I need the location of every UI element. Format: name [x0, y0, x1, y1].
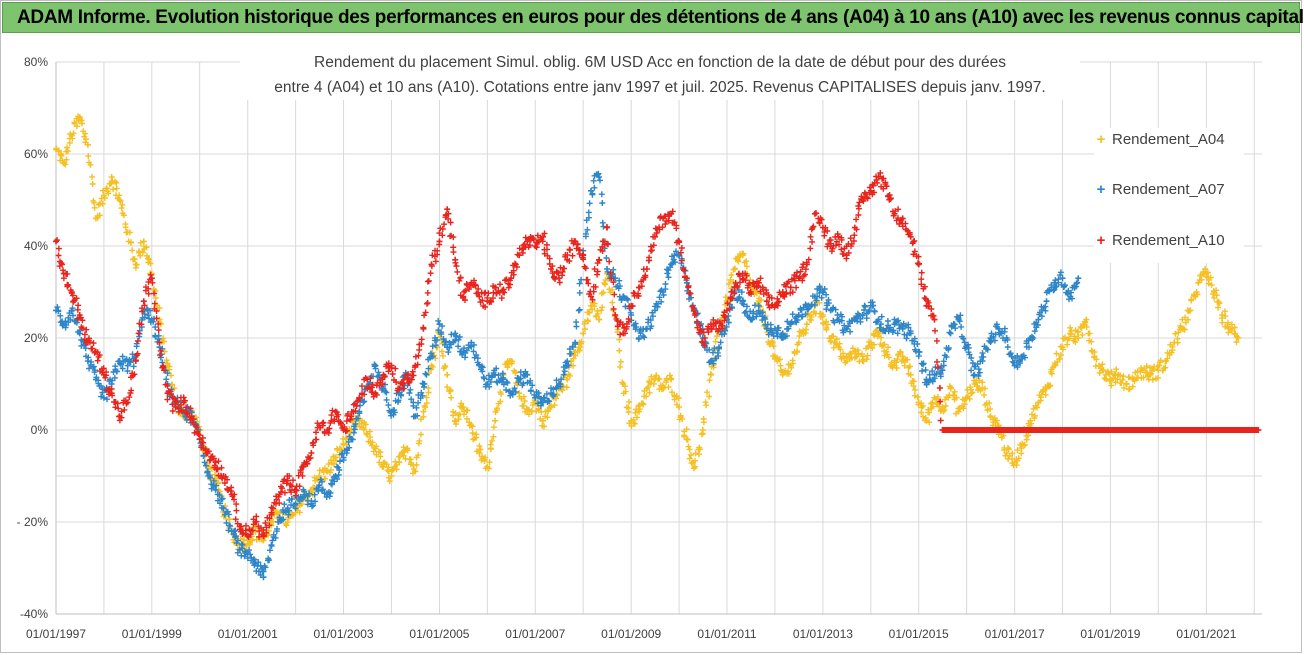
data-point-a10	[476, 293, 483, 300]
legend-marker-a07: +	[1096, 181, 1106, 198]
legend-item-a07: + Rendement_A07	[1094, 181, 1225, 198]
x-tick-label: 01/01/2013	[793, 627, 853, 641]
legend-label-a10: Rendement_A10	[1112, 232, 1225, 249]
series-cloud-a10	[54, 170, 1261, 540]
chart-title: Rendement du placement Simul. oblig. 6M …	[240, 50, 1080, 100]
data-point-a07	[763, 325, 770, 332]
x-tick-label: 01/01/2011	[697, 627, 756, 641]
x-tick-label: 01/01/2017	[985, 627, 1045, 641]
data-point-a10	[931, 316, 938, 323]
chart-legend: + Rendement_A04 + Rendement_A07 + Rendem…	[1094, 128, 1244, 263]
data-point-a07	[668, 261, 675, 268]
x-tick-label: 01/01/1997	[26, 627, 86, 641]
x-tick-label: 01/01/2009	[601, 627, 661, 641]
data-point-a07	[124, 362, 131, 369]
data-point-a04	[108, 174, 115, 180]
data-point-a10	[444, 206, 451, 213]
y-tick-label: 60%	[24, 147, 48, 161]
data-point-a10	[308, 450, 315, 456]
legend-label-a04: Rendement_A04	[1112, 131, 1225, 148]
data-point-a10	[787, 284, 794, 291]
x-axis-tick-labels: 01/01/1997 01/01/1999 01/01/2001 01/01/2003…	[26, 627, 1237, 641]
data-point-a04	[564, 376, 571, 383]
y-tick-label: 20%	[24, 331, 48, 345]
data-point-a10	[140, 298, 147, 305]
report-header: ADAM Informe. Evolution historique des p…	[2, 2, 1304, 33]
data-point-a10	[212, 459, 219, 466]
legend-label-a07: Rendement_A07	[1112, 181, 1225, 198]
x-tick-label: 01/01/2021	[1176, 627, 1236, 641]
data-point-a04	[444, 371, 451, 378]
y-tick-label: - 20%	[17, 515, 49, 529]
y-tick-label: 80%	[24, 55, 48, 69]
chart-title-line-1: Rendement du placement Simul. oblig. 6M …	[314, 54, 1006, 71]
x-tick-label: 01/01/2001	[218, 627, 278, 641]
data-point-a10	[53, 238, 59, 245]
y-tick-label: 40%	[24, 239, 48, 253]
x-tick-label: 01/01/2015	[889, 627, 949, 641]
x-tick-label: 01/01/2007	[505, 627, 565, 641]
x-tick-label: 01/01/2019	[1080, 627, 1140, 641]
data-point-a10	[172, 404, 179, 410]
y-axis-tick-labels: 80% 60% 40% 20% 0% - 20% -40%	[17, 55, 49, 621]
legend-marker-a10: +	[1096, 232, 1106, 249]
data-point-a07	[1075, 275, 1082, 282]
data-point-a04	[580, 330, 587, 337]
data-point-a04	[492, 417, 499, 424]
data-point-a07	[1059, 275, 1066, 282]
data-point-a07	[947, 330, 954, 337]
legend-marker-a04: +	[1096, 131, 1106, 148]
data-point-a10	[156, 339, 163, 346]
x-tick-label: 01/01/1999	[122, 627, 182, 641]
data-point-a07	[1043, 298, 1050, 305]
legend-item-a04: + Rendement_A04	[1094, 131, 1225, 148]
report-title: ADAM Informe. Evolution historique des p…	[17, 6, 1304, 28]
series-a10	[53, 170, 1262, 540]
data-point-a10	[612, 312, 619, 318]
data-point-a04	[851, 348, 858, 355]
chart-title-line-2: entre 4 (A04) et 10 ans (A10). Cotations…	[274, 79, 1046, 96]
data-point-a04	[420, 408, 427, 415]
data-point-a04	[803, 321, 810, 328]
data-point-a07	[100, 394, 107, 401]
series-points	[53, 113, 1262, 581]
x-tick-label: 01/01/2003	[313, 627, 373, 641]
y-tick-label: 0%	[31, 423, 49, 437]
data-point-a07	[771, 325, 778, 332]
data-point-a10	[556, 275, 563, 282]
data-point-a10	[763, 298, 770, 305]
x-tick-label: 01/01/2005	[409, 627, 469, 641]
legend-item-a10: + Rendement_A10	[1094, 232, 1225, 249]
y-tick-label: -40%	[20, 607, 48, 621]
